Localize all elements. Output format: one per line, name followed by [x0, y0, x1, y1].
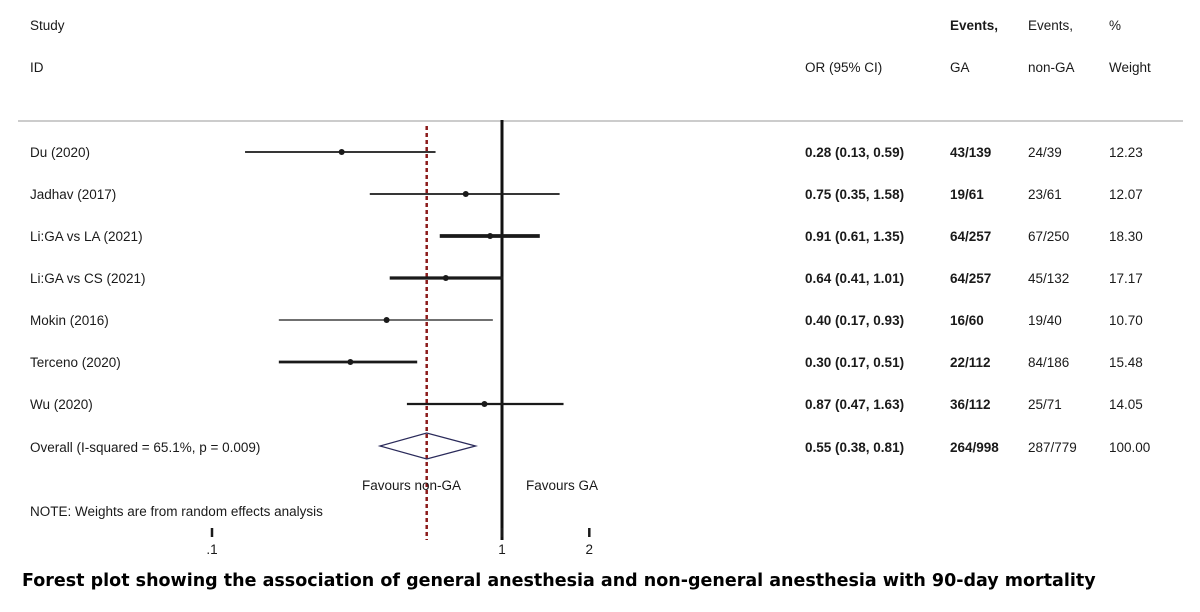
weight-text: 12.23 — [1109, 145, 1143, 160]
weight-text: 15.48 — [1109, 355, 1143, 370]
favours-left-label: Favours non-GA — [362, 478, 461, 493]
point-estimate — [462, 191, 469, 197]
events-ga: 64/257 — [950, 271, 991, 286]
events-nonga: 25/71 — [1028, 397, 1062, 412]
study-rows: Du (2020) 0.28 (0.13, 0.59) 43/139 24/39 12.… — [30, 145, 1143, 412]
events-ga: 64/257 — [950, 229, 991, 244]
header-nonga: non-GA — [1028, 60, 1075, 75]
study-name: Terceno (2020) — [30, 355, 121, 370]
point-estimate — [347, 359, 354, 365]
study-name: Li:GA vs LA (2021) — [30, 229, 143, 244]
or-ci-text: 0.30 (0.17, 0.51) — [805, 355, 904, 370]
or-ci-text: 0.87 (0.47, 1.63) — [805, 397, 904, 412]
events-ga: 19/61 — [950, 187, 984, 202]
overall-label: Overall (I-squared = 65.1%, p = 0.009) — [30, 440, 260, 455]
header-id: ID — [30, 60, 44, 75]
header-or: OR (95% CI) — [805, 60, 882, 75]
header-percent: % — [1109, 18, 1121, 33]
or-ci-text: 0.28 (0.13, 0.59) — [805, 145, 904, 160]
header-events-ga: Events, — [950, 18, 998, 33]
study-name: Jadhav (2017) — [30, 187, 116, 202]
events-ga: 16/60 — [950, 313, 984, 328]
events-nonga: 84/186 — [1028, 355, 1069, 370]
events-nonga: 19/40 — [1028, 313, 1062, 328]
favours-right-label: Favours GA — [526, 478, 598, 493]
header-ga: GA — [950, 60, 970, 75]
weights-note: NOTE: Weights are from random effects an… — [30, 504, 323, 519]
point-estimate — [442, 275, 449, 281]
point-estimate — [487, 233, 494, 239]
overall-or-text: 0.55 (0.38, 0.81) — [805, 440, 904, 455]
study-name: Du (2020) — [30, 145, 90, 160]
study-name: Mokin (2016) — [30, 313, 109, 328]
x-axis: .1 1 2 — [206, 528, 593, 557]
header-weight: Weight — [1109, 60, 1151, 75]
point-estimate — [383, 317, 390, 323]
overall-weight: 100.00 — [1109, 440, 1150, 455]
or-ci-text: 0.75 (0.35, 1.58) — [805, 187, 904, 202]
events-nonga: 23/61 — [1028, 187, 1062, 202]
study-name: Li:GA vs CS (2021) — [30, 271, 146, 286]
or-ci-text: 0.64 (0.41, 1.01) — [805, 271, 904, 286]
weight-text: 14.05 — [1109, 397, 1143, 412]
or-ci-text: 0.91 (0.61, 1.35) — [805, 229, 904, 244]
weight-text: 10.70 — [1109, 313, 1143, 328]
study-name: Wu (2020) — [30, 397, 93, 412]
overall-events-ga: 264/998 — [950, 440, 999, 455]
header-events-nonga: Events, — [1028, 18, 1073, 33]
or-ci-text: 0.40 (0.17, 0.93) — [805, 313, 904, 328]
x-tick-label: 2 — [586, 542, 594, 557]
weight-text: 18.30 — [1109, 229, 1143, 244]
weight-text: 12.07 — [1109, 187, 1143, 202]
point-estimate — [338, 149, 345, 155]
events-ga: 36/112 — [950, 397, 991, 412]
x-tick-label: .1 — [206, 542, 217, 557]
events-nonga: 67/250 — [1028, 229, 1069, 244]
overall-events-nonga: 287/779 — [1028, 440, 1077, 455]
weight-text: 17.17 — [1109, 271, 1143, 286]
header-study: Study — [30, 18, 65, 33]
events-ga: 22/112 — [950, 355, 991, 370]
overall-diamond — [377, 432, 479, 460]
point-estimate — [481, 401, 488, 407]
figure-caption: Forest plot showing the association of g… — [22, 571, 1096, 591]
events-nonga: 45/132 — [1028, 271, 1069, 286]
events-nonga: 24/39 — [1028, 145, 1062, 160]
events-ga: 43/139 — [950, 145, 991, 160]
x-tick-label: 1 — [498, 542, 506, 557]
